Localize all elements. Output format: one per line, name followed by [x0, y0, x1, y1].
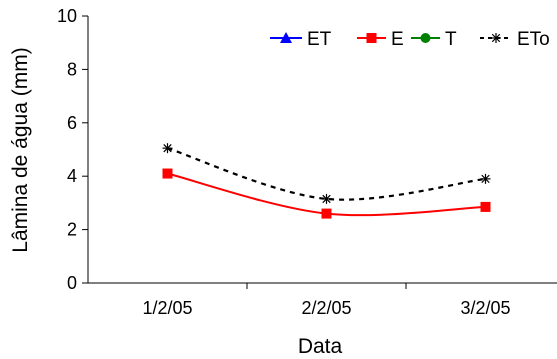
y-axis-title: Lâmina de água (mm)	[9, 47, 32, 252]
y-tick-label: 6	[67, 113, 77, 133]
legend-marker	[366, 33, 377, 43]
legend-item-et: ET	[270, 29, 332, 50]
series-layer	[162, 143, 491, 219]
y-tick-label: 4	[67, 166, 77, 186]
axes	[87, 16, 557, 284]
legend-item-e: E	[357, 29, 404, 50]
legend-item-eto: ETo	[480, 29, 550, 50]
x-tick-label: 1/2/05	[142, 298, 192, 318]
legend-label: ETo	[517, 29, 550, 50]
x-tick-label: 3/2/05	[460, 298, 510, 318]
x-axis-title: Data	[298, 335, 343, 358]
legend-marker	[491, 33, 501, 43]
legend-label: T	[445, 29, 457, 50]
series-line-eto	[167, 147, 486, 201]
y-tick-label: 10	[57, 6, 77, 26]
y-tick-label: 8	[67, 59, 77, 79]
y-tick-label: 2	[67, 220, 77, 240]
legend-marker	[420, 33, 431, 43]
legend-label: ET	[307, 29, 332, 50]
data-point-eto	[162, 143, 173, 154]
legend-label: E	[391, 29, 404, 50]
x-ticks: 1/2/05 2/2/05 3/2/05	[142, 283, 511, 318]
legend-marker	[280, 32, 292, 43]
data-point-e	[162, 168, 173, 179]
legend: ET E T ETo	[270, 29, 550, 50]
data-point-eto	[321, 193, 332, 204]
y-tick-label: 0	[67, 273, 77, 293]
data-point-eto	[480, 173, 491, 184]
legend-item-t: T	[411, 29, 457, 50]
data-point-e	[480, 201, 491, 212]
x-tick-label: 2/2/05	[301, 298, 351, 318]
data-point-e	[321, 208, 332, 219]
y-ticks: 0 2 4 6 8 10	[57, 6, 88, 293]
